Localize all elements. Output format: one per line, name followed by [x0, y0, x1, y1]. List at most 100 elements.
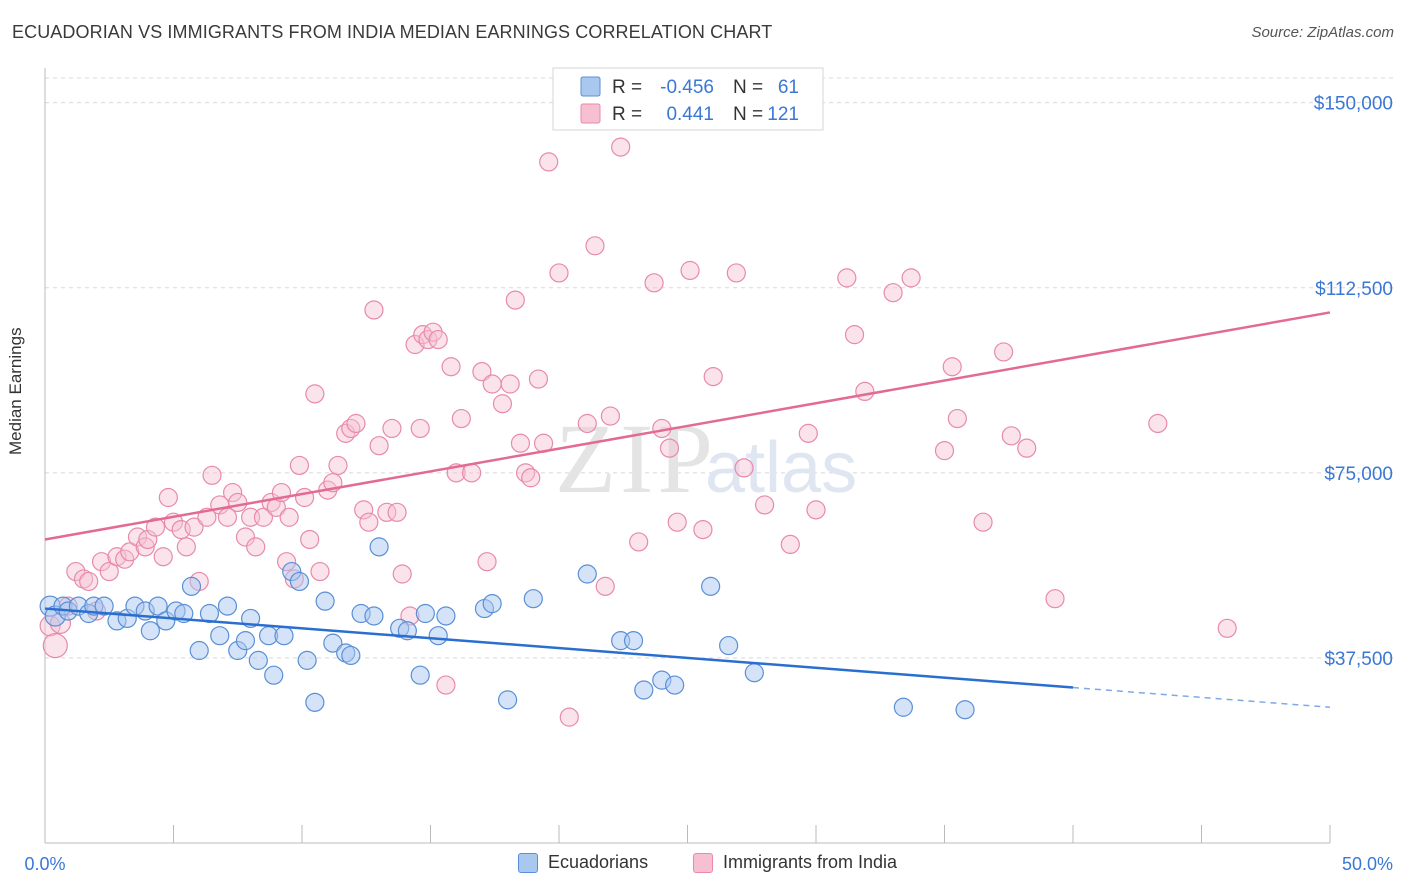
ecuadorian-point [148, 596, 168, 616]
india-point [99, 561, 119, 582]
legend-top: R = -0.456 N = 61 R = 0.441 N = 121 [552, 67, 824, 131]
ecuadorian-point [415, 603, 435, 624]
legend-r-value-2: 0.441 [666, 104, 714, 125]
india-point [780, 534, 800, 555]
india-point [91, 552, 112, 572]
india-point [176, 537, 196, 557]
india-point [279, 507, 299, 527]
india-point [387, 502, 407, 522]
india-point [73, 569, 94, 589]
india-point [577, 413, 597, 434]
india-point [528, 369, 549, 389]
ecuadorian-point [217, 596, 238, 616]
india-point [235, 527, 256, 547]
india-point [451, 408, 471, 429]
ecuadorian-point [955, 700, 975, 720]
ecuadorian-point [235, 631, 256, 651]
india-point [754, 495, 775, 515]
india-point [994, 342, 1014, 362]
ecuadorian-point [436, 606, 456, 626]
ecuadorian-point [893, 697, 913, 717]
legend-n-label-1: N = [733, 77, 763, 98]
india-point [246, 537, 266, 557]
india-point [1217, 618, 1237, 638]
ecuadorian-point [482, 594, 502, 614]
legend-r-value-1: -0.456 [660, 77, 714, 98]
india-point [66, 561, 86, 582]
watermark: ZIP atlas [555, 403, 857, 514]
india-point [42, 632, 68, 659]
trend-lines [44, 311, 1331, 709]
ecuadorian-point [523, 589, 543, 609]
india-point [1001, 426, 1021, 446]
legend-swatch-ecuadorians [580, 76, 601, 97]
india-point [1148, 413, 1168, 434]
india-point [135, 537, 155, 557]
india-point [310, 561, 330, 582]
india-point [1017, 438, 1037, 458]
india-point [410, 418, 430, 439]
y-tick-label-0: $37,500 [1324, 649, 1393, 670]
legend-n-label-2: N = [733, 104, 763, 125]
india-trend-line [44, 311, 1331, 541]
ecuadorian-points [39, 537, 975, 720]
india-point [289, 455, 310, 476]
india-point [1045, 589, 1065, 609]
india-point [120, 542, 140, 562]
india-point [585, 236, 605, 256]
ecuadorian-trend-extension [1072, 686, 1331, 709]
india-point [942, 357, 962, 377]
india-point [158, 487, 178, 508]
ecuadorian-point [210, 626, 230, 646]
ecuadorian-point [577, 564, 597, 584]
india-point [405, 334, 425, 355]
ecuadorian-point [701, 576, 721, 596]
chart-title: ECUADORIAN VS IMMIGRANTS FROM INDIA MEDI… [12, 22, 773, 42]
india-point [354, 500, 374, 520]
india-point [228, 492, 248, 513]
legend-r-label-1: R = [612, 77, 642, 98]
india-point [392, 564, 412, 584]
legend-swatch-blue [518, 852, 538, 873]
y-tick-label-2: $112,500 [1315, 279, 1393, 300]
watermark-zip: ZIP [555, 403, 717, 514]
ecuadorian-point [248, 650, 268, 670]
india-point [382, 418, 402, 439]
india-point [436, 675, 456, 695]
india-point [462, 463, 482, 483]
india-point [644, 273, 664, 293]
india-point [253, 507, 274, 527]
india-point [472, 362, 492, 382]
india-point [305, 384, 325, 404]
india-point [492, 394, 513, 414]
ecuadorian-point [364, 606, 384, 626]
ecuadorian-point [305, 692, 325, 712]
india-point [145, 517, 166, 537]
ecuadorian-point [289, 571, 310, 592]
india-point [703, 366, 723, 387]
india-point [482, 374, 502, 394]
ecuadorian-point [623, 631, 644, 651]
y-tick-label-1: $75,000 [1324, 464, 1393, 485]
legend-swatch-pink [693, 852, 713, 873]
india-points [39, 137, 1237, 727]
ecuadorian-point [274, 626, 294, 646]
india-point [595, 576, 615, 596]
india-point [934, 441, 955, 461]
india-point [441, 357, 461, 377]
india-point [539, 152, 559, 172]
ecuadorian-point [498, 690, 518, 710]
india-point [346, 413, 366, 434]
india-point [428, 329, 448, 350]
legend-r-label-2: R = [612, 104, 642, 125]
ecuadorian-point [94, 596, 114, 616]
ecuadorian-point [140, 621, 160, 641]
ecuadorian-point [341, 645, 361, 666]
india-point [294, 487, 315, 508]
india-point [973, 512, 993, 532]
india-point [855, 381, 875, 402]
india-point [505, 290, 525, 310]
india-point [202, 465, 222, 485]
india-point [223, 482, 243, 503]
india-point [883, 283, 903, 303]
